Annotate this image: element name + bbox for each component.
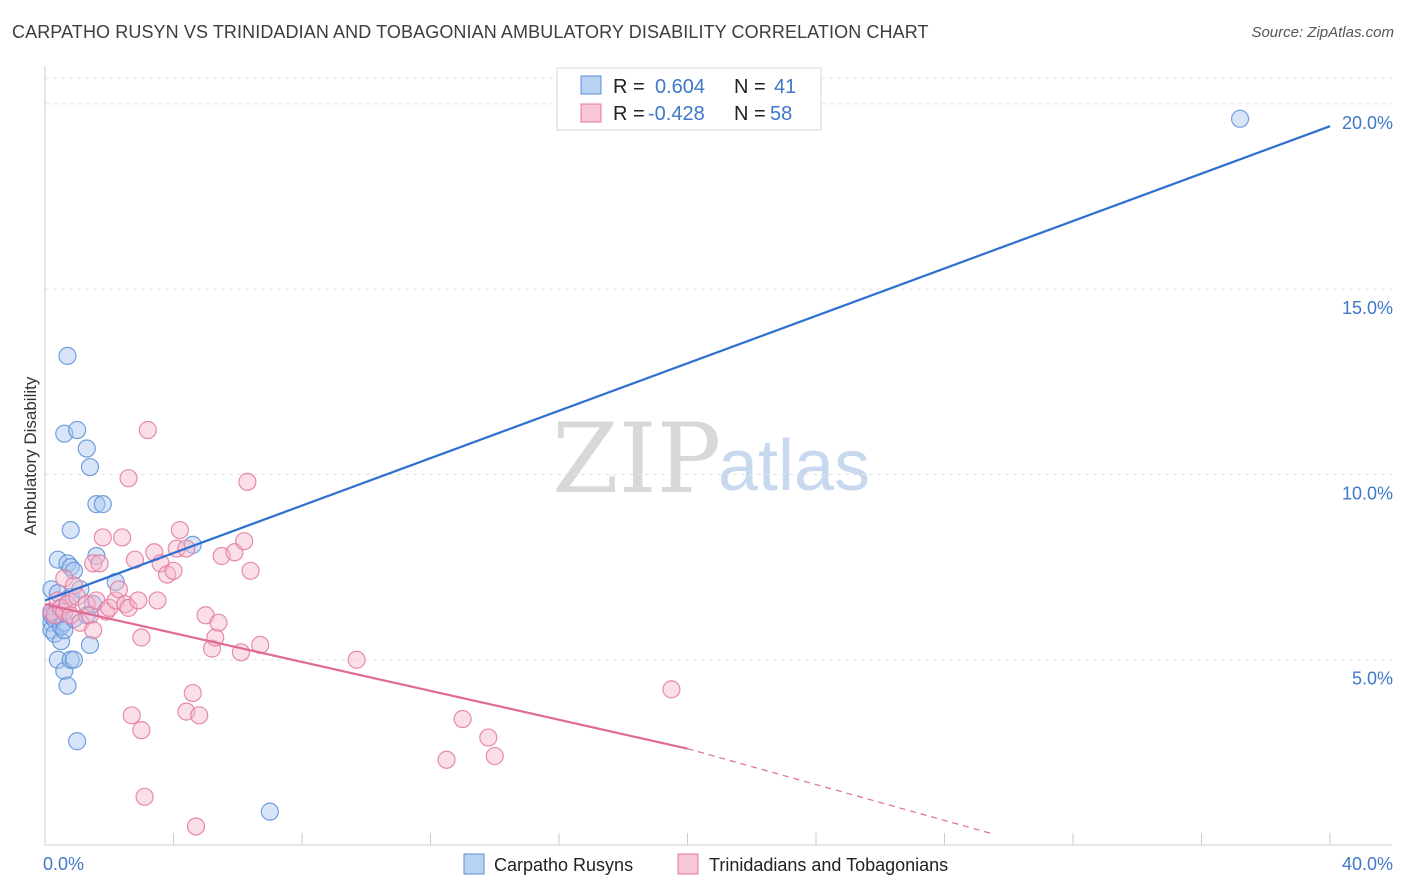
trinidadian-point <box>347 650 366 669</box>
trinidadian-point <box>112 528 132 547</box>
legend-r-value-1: 0.604 <box>655 76 705 98</box>
y-tick-label: 15.0% <box>1342 298 1393 318</box>
carpatho-rusyn-point <box>80 635 100 655</box>
y-tick-label: 20.0% <box>1342 113 1393 133</box>
carpatho-rusyn-point <box>64 650 84 669</box>
trinidadian-point <box>138 420 157 440</box>
y-axis-label: Ambulatory Disability <box>21 376 40 535</box>
legend-r-label-2: R = <box>613 103 645 125</box>
trinidadian-point <box>437 750 456 769</box>
legend-n-label-2: N = <box>734 103 766 125</box>
carpatho-rusyn-point <box>58 346 77 365</box>
trinidadian-point <box>84 620 103 640</box>
series-legend-swatch-pink <box>677 853 699 875</box>
trinidadian-point <box>55 569 74 588</box>
trinidadian-trend-line <box>44 603 688 750</box>
legend-n-value-1: 41 <box>774 76 796 98</box>
carpatho-rusyn-point <box>80 457 100 477</box>
trinidadian-point <box>93 528 112 547</box>
carpatho-rusyn-point <box>77 439 96 458</box>
x-tick-label-min: 0.0% <box>43 854 84 874</box>
trinidadian-point <box>485 746 504 766</box>
trinidadian-point <box>241 561 260 580</box>
trinidadian-point <box>170 520 190 540</box>
trinidadian-point <box>662 680 681 699</box>
source-label: Source: ZipAtlas.com <box>1251 24 1394 41</box>
carpatho-rusyn-point <box>61 520 80 540</box>
trinidadian-point <box>209 613 228 632</box>
carpatho-rusyn-point <box>68 420 87 440</box>
x-tick-label-max: 40.0% <box>1342 854 1393 874</box>
trinidadian-trend-extension <box>687 748 993 835</box>
carpatho-rusyn-trend-line <box>44 125 1331 602</box>
carpatho-rusyn-point <box>93 495 112 514</box>
trinidadian-point <box>183 683 202 703</box>
trinidadian-point <box>84 554 103 573</box>
carpatho-rusyn-point <box>58 676 77 695</box>
series-legend-swatch-blue <box>463 853 485 875</box>
trinidadian-point <box>90 554 109 573</box>
trinidadian-point <box>202 639 222 658</box>
chart-title: CARPATHO RUSYN VS TRINIDADIAN AND TOBAGO… <box>12 22 929 42</box>
legend-r-value-2: -0.428 <box>648 103 705 125</box>
trinidadian-point <box>453 709 472 729</box>
series-legend-label-2: Trinidadians and Tobagonians <box>709 855 948 875</box>
trinidadian-point <box>119 598 138 617</box>
carpatho-rusyn-point <box>48 650 67 669</box>
carpatho-rusyn-point <box>260 802 279 821</box>
y-tick-label: 5.0% <box>1352 669 1393 689</box>
axes: 5.0% 10.0% 15.0% 20.0% 0.0% 40.0% <box>43 66 1393 874</box>
trinidadian-point <box>238 472 257 491</box>
trinidadian-point <box>122 706 141 725</box>
legend-r-label-1: R = <box>613 76 645 98</box>
series-legend: Carpatho Rusyns Trinidadians and Tobagon… <box>463 853 948 875</box>
carpatho-rusyn-point <box>64 561 84 580</box>
trinidadian-point <box>135 787 154 806</box>
trinidadian-point <box>190 706 209 725</box>
legend-n-value-2: 58 <box>770 103 792 125</box>
trinidadian-point <box>164 561 183 580</box>
correlation-legend: R = 0.604 N = 41 R = -0.428 N = 58 <box>556 67 822 131</box>
trend-lines <box>44 125 1331 835</box>
trinidadian-point <box>186 817 206 836</box>
trinidadian-point <box>132 721 151 740</box>
legend-swatch-pink <box>580 103 602 123</box>
watermark-zip: ZIP <box>552 403 721 515</box>
carpatho-rusyn-point <box>87 495 106 514</box>
trinidadian-point <box>119 469 138 488</box>
trinidadian-point <box>235 532 254 551</box>
trinidadian-point <box>148 591 167 610</box>
y-tick-label: 10.0% <box>1342 483 1393 503</box>
trinidadian-point <box>132 628 151 647</box>
trinidadian-point <box>479 728 498 747</box>
carpatho-rusyn-point <box>1230 109 1250 128</box>
carpatho-rusyn-point <box>51 632 71 651</box>
legend-swatch-blue <box>580 75 602 95</box>
legend-n-label-1: N = <box>734 76 766 98</box>
watermark-atlas: atlas <box>718 426 870 506</box>
trinidadian-point <box>129 591 148 610</box>
carpatho-rusyn-point <box>68 732 87 751</box>
series-legend-label-1: Carpatho Rusyns <box>494 855 633 875</box>
